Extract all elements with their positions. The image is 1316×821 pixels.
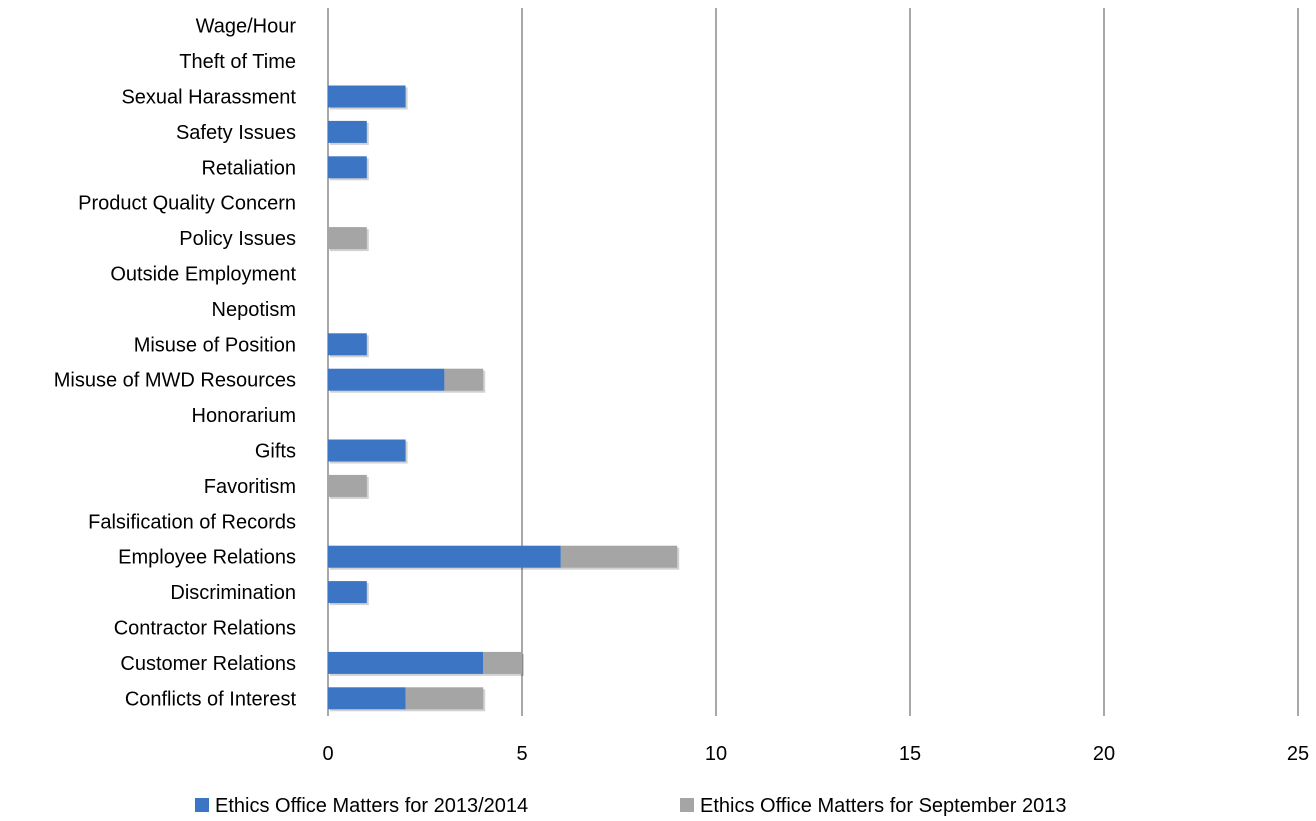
x-tick-label-20: 20 [1093, 743, 1115, 765]
bar-customer-relations-series-2 [483, 651, 522, 674]
bar-misuse-of-mwd-resources-series-2 [444, 368, 484, 391]
category-label-nepotism: Nepotism [212, 299, 296, 321]
category-label-wage-hour: Wage/Hour [196, 16, 297, 38]
category-label-retaliation: Retaliation [201, 157, 296, 179]
legend-label-series-2: Ethics Office Matters for September 2013 [700, 795, 1066, 817]
bar-conflicts-of-interest-series-2 [405, 687, 484, 710]
category-label-policy-issues: Policy Issues [179, 228, 296, 250]
bar-employee-relations-series-2 [560, 545, 678, 568]
legend-swatch-series-1 [195, 798, 209, 812]
bar-favoritism-series-2 [328, 474, 367, 497]
x-tick-label-25: 25 [1287, 743, 1309, 765]
category-label-favoritism: Favoritism [204, 476, 296, 498]
bar-discrimination-series-1 [328, 581, 367, 604]
category-label-gifts: Gifts [255, 441, 296, 463]
bar-misuse-of-mwd-resources-series-1 [328, 368, 445, 391]
category-label-safety-issues: Safety Issues [176, 122, 296, 144]
category-label-conflicts-of-interest: Conflicts of Interest [125, 688, 297, 710]
bar-policy-issues-series-2 [328, 227, 367, 250]
legend-swatch-series-2 [680, 798, 694, 812]
category-label-outside-employment: Outside Employment [110, 264, 296, 286]
x-tick-labels: 0 5 10 15 20 25 [322, 743, 1309, 765]
legend-label-series-1: Ethics Office Matters for 2013/2014 [215, 795, 528, 817]
bars [328, 85, 680, 712]
bar-gifts-series-1 [328, 439, 406, 462]
category-label-discrimination: Discrimination [170, 582, 296, 604]
bar-conflicts-of-interest-series-1 [328, 687, 406, 710]
category-label-product-quality-concern: Product Quality Concern [78, 193, 296, 215]
category-label-sexual-harassment: Sexual Harassment [121, 87, 296, 109]
category-labels: Conflicts of Interest Customer Relations C… [54, 16, 297, 711]
bar-employee-relations-series-1 [328, 545, 561, 568]
category-label-misuse-of-mwd-resources: Misuse of MWD Resources [54, 370, 296, 392]
vertical-gridlines [327, 8, 1299, 716]
bar-customer-relations-series-1 [328, 651, 484, 674]
category-label-honorarium: Honorarium [192, 405, 296, 427]
x-tick-label-15: 15 [899, 743, 921, 765]
bar-retaliation-series-1 [328, 156, 367, 179]
category-label-theft-of-time: Theft of Time [179, 51, 296, 73]
x-tick-label-0: 0 [322, 743, 333, 765]
x-tick-label-5: 5 [516, 743, 527, 765]
category-label-falsification-of-records: Falsification of Records [88, 511, 296, 533]
category-label-misuse-of-position: Misuse of Position [134, 334, 296, 356]
bar-safety-issues-series-1 [328, 120, 367, 143]
category-label-employee-relations: Employee Relations [118, 547, 296, 569]
bar-misuse-of-position-series-1 [328, 333, 367, 356]
legend: Ethics Office Matters for 2013/2014 Ethic… [195, 795, 1066, 817]
category-label-customer-relations: Customer Relations [120, 653, 296, 675]
x-tick-label-10: 10 [705, 743, 727, 765]
category-label-contractor-relations: Contractor Relations [114, 618, 296, 640]
bar-sexual-harassment-series-1 [328, 85, 406, 108]
